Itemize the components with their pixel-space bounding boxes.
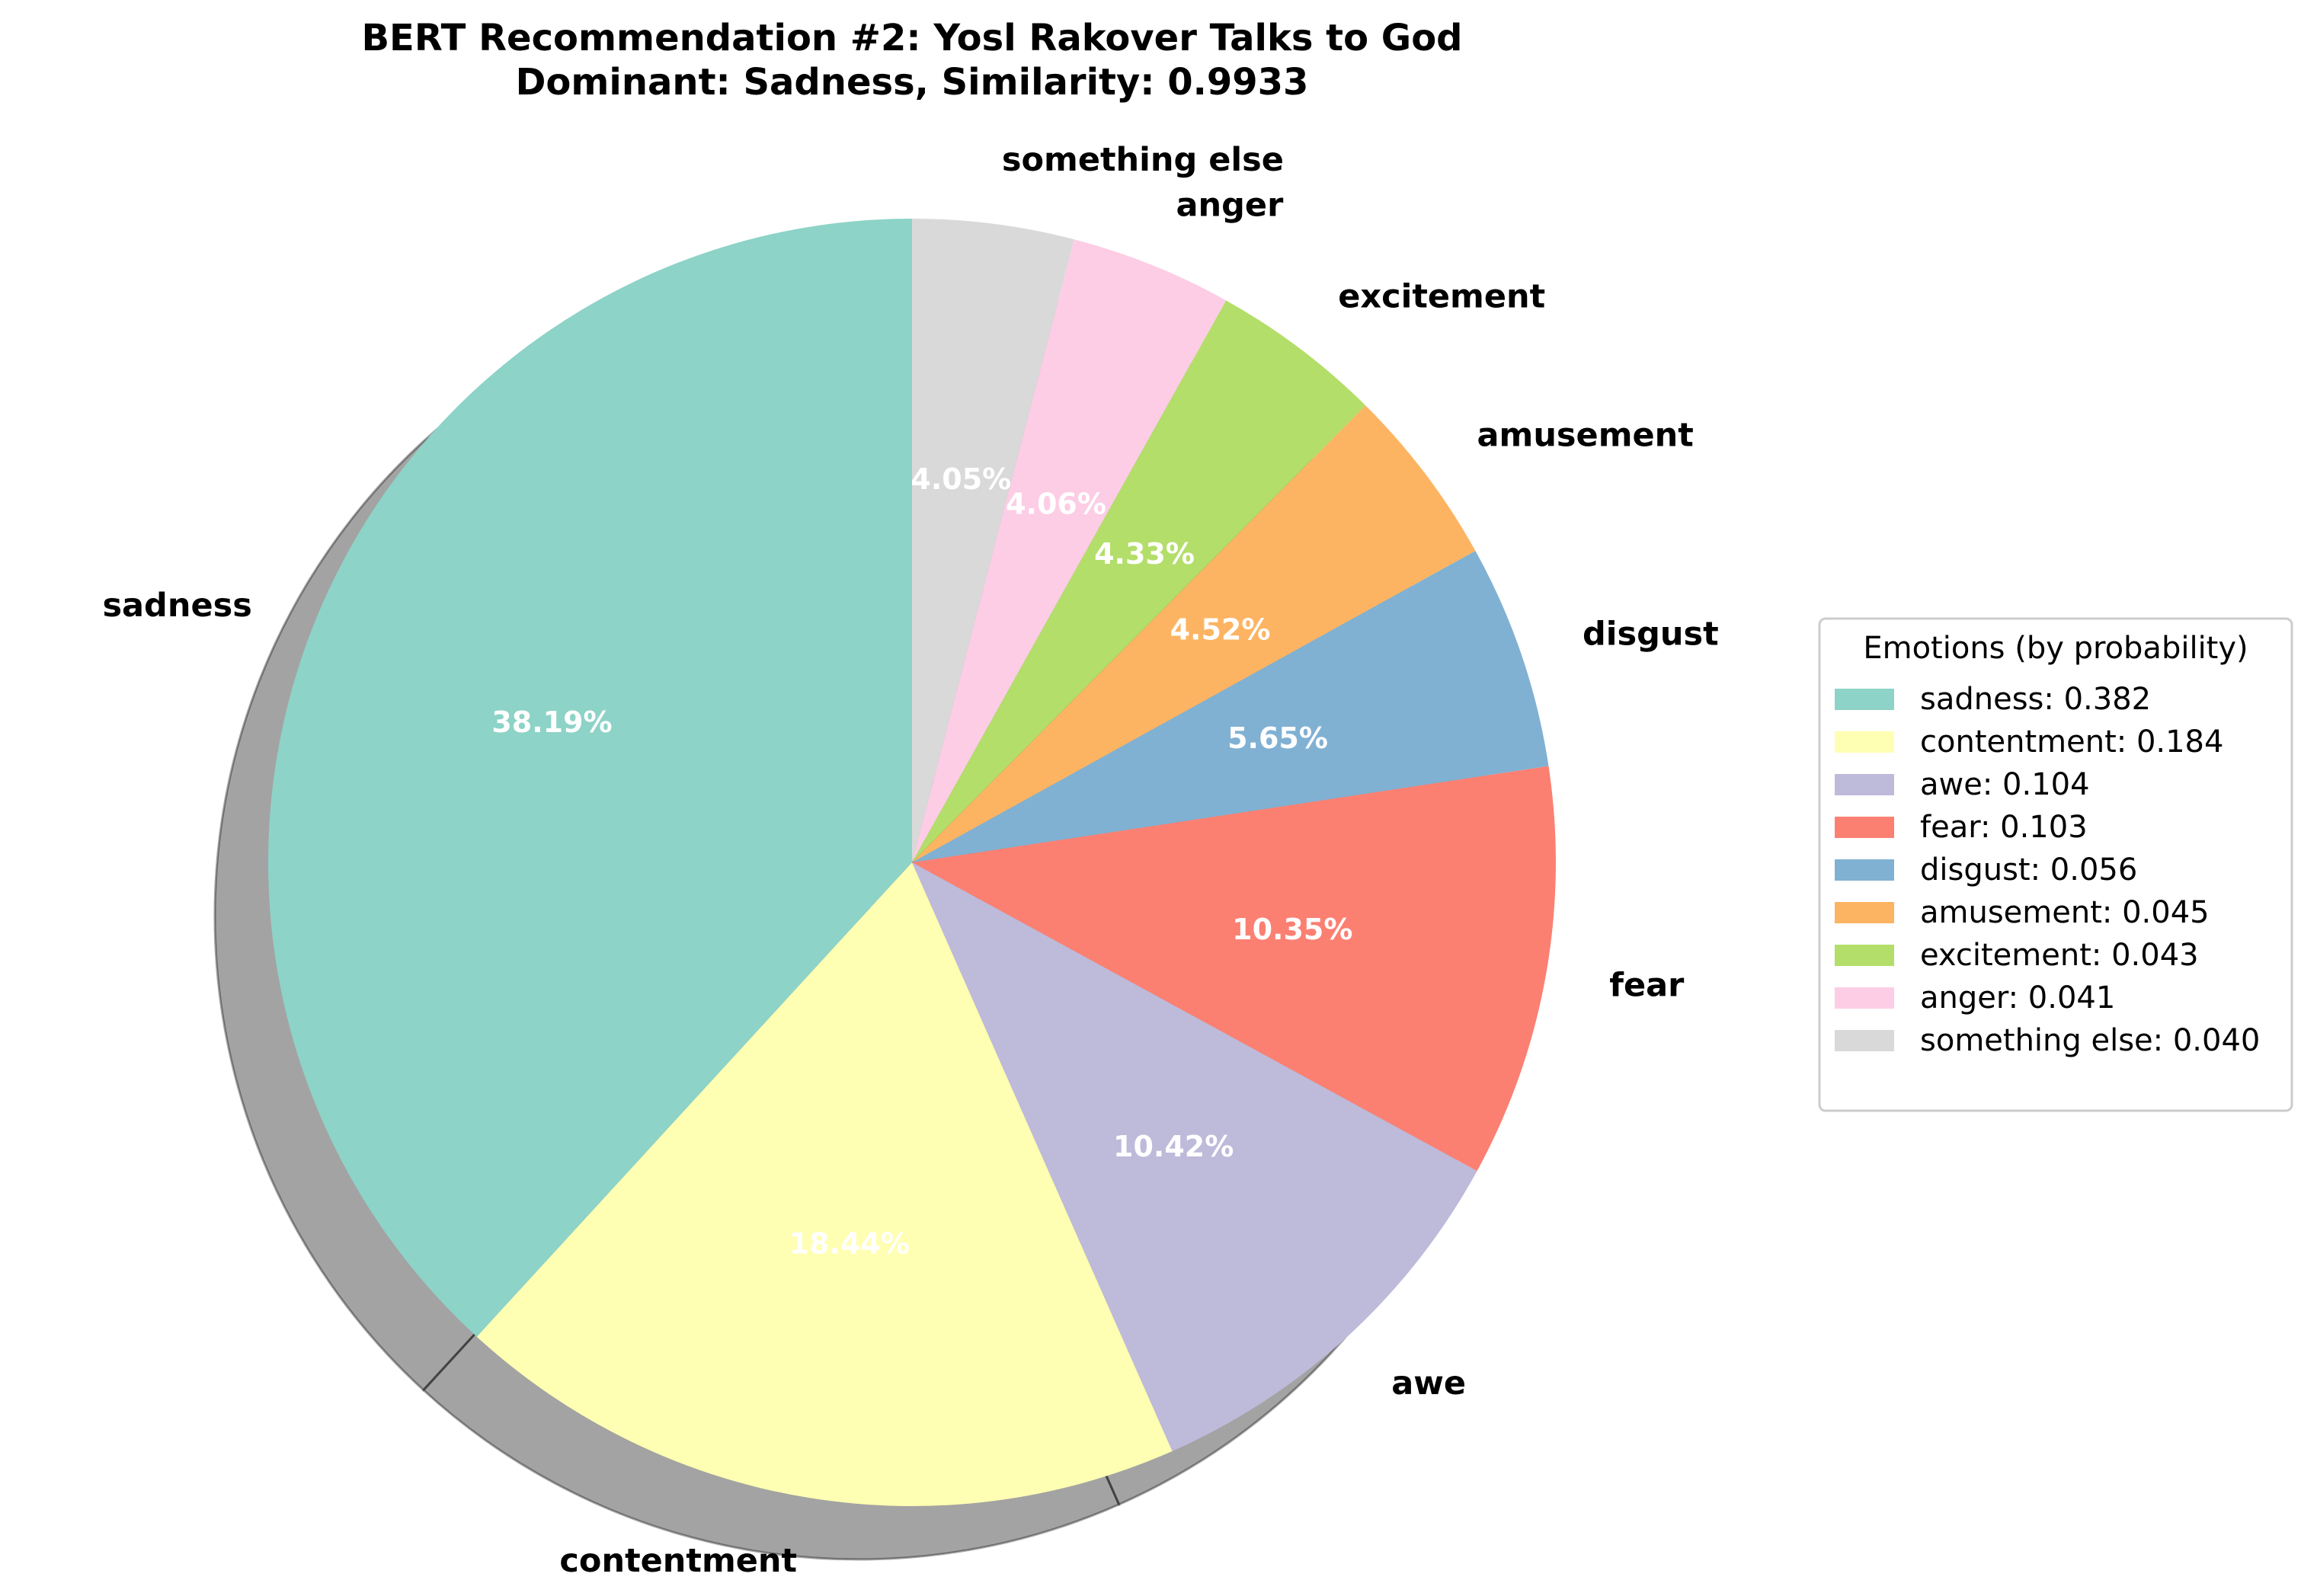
legend-label-something-else: something else: 0.040 (1920, 1023, 2260, 1058)
percent-label-anger: 4.06% (1006, 488, 1106, 521)
legend-label-anger: anger: 0.041 (1920, 980, 2115, 1015)
legend-frame (1818, 617, 2293, 1112)
percent-label-disgust: 5.65% (1227, 721, 1328, 755)
legend-item-awe: awe: 0.104 (1835, 767, 2090, 802)
legend-swatch-awe (1835, 774, 1894, 795)
category-label-anger: anger (1176, 187, 1285, 225)
legend-swatch-fear (1835, 817, 1894, 838)
legend-item-excitement: excitement: 0.043 (1835, 938, 2199, 973)
slice-disgust (912, 550, 1549, 862)
slice-sadness (268, 219, 913, 1337)
slice-fear (912, 766, 1556, 1172)
category-label-fear: fear (1609, 967, 1685, 1005)
legend-swatch-contentment (1835, 731, 1894, 753)
pie-percent-labels: 38.19% 18.44% 10.42% 10.35% 5.65% 4.52% 4.33% 4… (491, 462, 1352, 1260)
legend: Emotions (by probability) sadness: 0.382… (1818, 617, 2293, 1112)
percent-label-something-else: 4.05% (910, 462, 1011, 496)
legend-item-fear: fear: 0.103 (1835, 810, 2088, 845)
percent-label-contentment: 18.44% (789, 1227, 910, 1260)
legend-label-awe: awe: 0.104 (1920, 767, 2090, 802)
slice-something-else (912, 219, 1074, 862)
slice-contentment (476, 862, 1173, 1507)
legend-item-contentment: contentment: 0.184 (1835, 724, 2223, 760)
legend-label-disgust: disgust: 0.056 (1920, 852, 2137, 888)
slice-awe (912, 862, 1477, 1451)
category-label-disgust: disgust (1583, 616, 1719, 654)
percent-label-excitement: 4.33% (1094, 537, 1195, 571)
legend-item-sadness: sadness: 0.382 (1835, 682, 2151, 717)
category-label-sadness: sadness (102, 587, 251, 625)
percent-label-sadness: 38.19% (491, 705, 612, 739)
legend-item-disgust: disgust: 0.056 (1835, 852, 2137, 888)
category-label-excitement: excitement (1338, 278, 1545, 316)
legend-item-anger: anger: 0.041 (1835, 980, 2115, 1015)
slice-amusement (912, 405, 1476, 862)
chart-title: BERT Recommendation #2: Yosl Rakover Tal… (361, 17, 1462, 59)
percent-label-amusement: 4.52% (1170, 612, 1271, 646)
legend-label-sadness: sadness: 0.382 (1920, 682, 2151, 717)
percent-label-awe: 10.42% (1113, 1130, 1234, 1163)
legend-swatch-excitement (1835, 945, 1894, 966)
category-label-amusement: amusement (1477, 417, 1694, 455)
slice-anger (912, 239, 1227, 863)
legend-label-amusement: amusement: 0.045 (1920, 895, 2210, 930)
legend-swatch-anger (1835, 987, 1894, 1009)
legend-label-fear: fear: 0.103 (1920, 810, 2088, 845)
legend-item-something-else: something else: 0.040 (1835, 1023, 2260, 1058)
percent-label-fear: 10.35% (1232, 913, 1352, 946)
legend-label-contentment: contentment: 0.184 (1920, 724, 2223, 760)
chart-subtitle: Dominant: Sadness, Similarity: 0.9933 (516, 61, 1309, 104)
legend-swatch-sadness (1835, 689, 1894, 710)
legend-swatch-something-else (1835, 1030, 1894, 1051)
pie-slices (268, 219, 1556, 1507)
legend-swatch-disgust (1835, 859, 1894, 881)
legend-label-excitement: excitement: 0.043 (1920, 938, 2199, 973)
category-label-something-else: something else (1002, 141, 1284, 179)
legend-swatch-amusement (1835, 902, 1894, 923)
category-label-contentment: contentment (559, 1542, 797, 1580)
category-label-awe: awe (1391, 1364, 1466, 1402)
legend-title: Emotions (by probability) (1863, 631, 2248, 666)
slice-excitement (912, 300, 1366, 863)
pie-category-labels: sadness contentment awe fear disgust amusemen… (102, 141, 1718, 1580)
legend-item-amusement: amusement: 0.045 (1835, 895, 2210, 930)
